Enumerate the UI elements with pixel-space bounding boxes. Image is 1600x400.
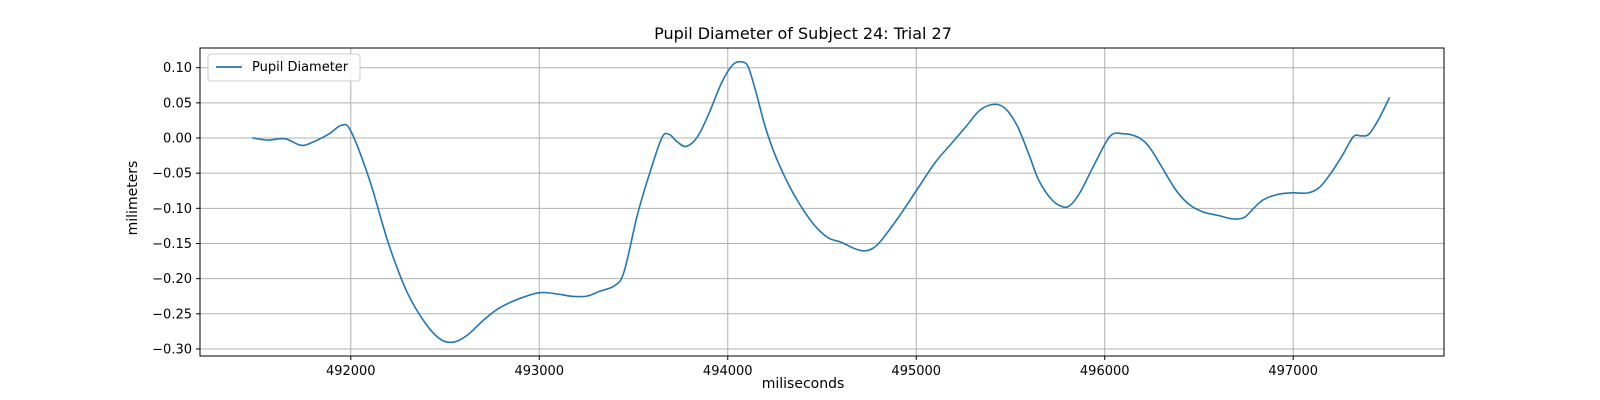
x-axis-ticks: 492000 493000 494000 495000 496000 497000 xyxy=(326,356,1318,379)
y-tick-label: 0.00 xyxy=(163,132,192,147)
y-tick-label: −0.10 xyxy=(152,202,192,217)
y-tick-label: −0.15 xyxy=(152,237,192,252)
x-tick-label: 496000 xyxy=(1080,364,1130,379)
y-tick-label: −0.25 xyxy=(152,307,192,322)
x-tick-label: 495000 xyxy=(891,364,941,379)
y-tick-label: 0.05 xyxy=(163,96,192,111)
y-axis-label: milimeters xyxy=(125,161,141,236)
series-line-pupil-diameter xyxy=(251,60,1391,344)
y-tick-label: −0.30 xyxy=(152,342,192,357)
x-tick-label: 493000 xyxy=(514,364,564,379)
y-tick-label: −0.20 xyxy=(152,272,192,287)
x-axis-label: miliseconds xyxy=(762,376,845,392)
grid xyxy=(200,48,1444,356)
y-tick-label: 0.10 xyxy=(163,61,192,76)
plot-frame xyxy=(199,47,1445,357)
series-layer xyxy=(251,60,1391,344)
legend-label: Pupil Diameter xyxy=(252,60,349,75)
chart-title: Pupil Diameter of Subject 24: Trial 27 xyxy=(654,24,952,43)
y-axis-ticks: 0.10 0.05 0.00 −0.05 −0.10 −0.15 −0.20 −0.25 −0.… xyxy=(152,61,200,357)
x-tick-label: 497000 xyxy=(1268,364,1318,379)
legend: Pupil Diameter xyxy=(207,53,361,82)
x-tick-label: 494000 xyxy=(703,364,753,379)
y-tick-label: −0.05 xyxy=(152,167,192,182)
x-tick-label: 492000 xyxy=(326,364,376,379)
legend-box xyxy=(207,53,361,82)
